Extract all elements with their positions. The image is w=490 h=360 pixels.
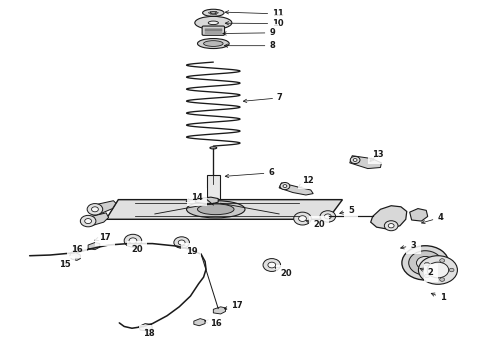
Ellipse shape [203,41,223,46]
Circle shape [416,256,434,269]
Circle shape [418,256,458,284]
Polygon shape [279,183,313,195]
Polygon shape [70,251,80,260]
Text: 19: 19 [181,245,197,256]
Circle shape [388,224,394,228]
Ellipse shape [209,203,218,206]
Text: 7: 7 [244,93,282,103]
Circle shape [298,216,306,221]
Text: 15: 15 [59,260,71,269]
Text: 11: 11 [225,9,284,18]
Circle shape [424,262,429,266]
Circle shape [402,246,449,280]
Ellipse shape [195,17,232,29]
Circle shape [280,183,290,190]
Circle shape [324,214,331,219]
Text: 2: 2 [420,268,434,277]
Polygon shape [88,201,116,214]
Circle shape [409,251,442,275]
Text: 4: 4 [421,213,443,224]
Polygon shape [196,197,218,204]
Circle shape [124,234,142,247]
Circle shape [174,237,190,248]
FancyBboxPatch shape [202,26,224,35]
Circle shape [320,211,336,222]
Ellipse shape [187,201,245,218]
Circle shape [92,207,98,212]
Text: 10: 10 [225,19,283,28]
Ellipse shape [197,204,234,215]
Circle shape [449,268,454,272]
Text: 5: 5 [340,206,354,215]
Polygon shape [350,156,381,168]
Polygon shape [207,175,220,205]
Polygon shape [194,319,205,326]
Ellipse shape [202,9,224,17]
Polygon shape [106,200,343,219]
Circle shape [178,240,185,245]
Polygon shape [139,324,152,331]
Polygon shape [80,213,109,226]
Polygon shape [213,307,225,314]
Text: 3: 3 [401,240,416,249]
Circle shape [268,262,276,268]
Ellipse shape [197,39,229,49]
Circle shape [129,238,137,244]
Circle shape [85,219,92,224]
Text: 20: 20 [275,267,292,278]
Circle shape [87,203,103,215]
Circle shape [283,185,287,188]
Text: 20: 20 [131,244,143,254]
Text: 18: 18 [143,328,154,338]
Text: 20: 20 [306,220,325,229]
Text: 6: 6 [225,168,274,178]
Circle shape [350,157,360,163]
Polygon shape [371,206,407,229]
Text: 13: 13 [370,150,383,161]
Circle shape [440,278,444,281]
Circle shape [353,158,357,161]
Polygon shape [88,243,100,249]
Text: 16: 16 [205,319,221,328]
Ellipse shape [210,147,217,149]
Text: 9: 9 [223,28,275,37]
Text: 17: 17 [224,301,243,310]
Polygon shape [410,208,428,221]
Circle shape [384,221,398,231]
Text: 14: 14 [186,193,203,202]
Circle shape [424,274,429,278]
Circle shape [80,215,96,227]
Circle shape [263,258,281,271]
Circle shape [427,262,449,278]
Text: 1: 1 [431,293,446,302]
Ellipse shape [208,21,219,24]
Text: 8: 8 [224,41,275,50]
Text: 16: 16 [71,245,83,254]
Circle shape [294,212,311,225]
Text: 12: 12 [298,176,314,188]
Ellipse shape [210,12,216,14]
Text: 17: 17 [95,233,110,242]
Circle shape [440,259,444,262]
